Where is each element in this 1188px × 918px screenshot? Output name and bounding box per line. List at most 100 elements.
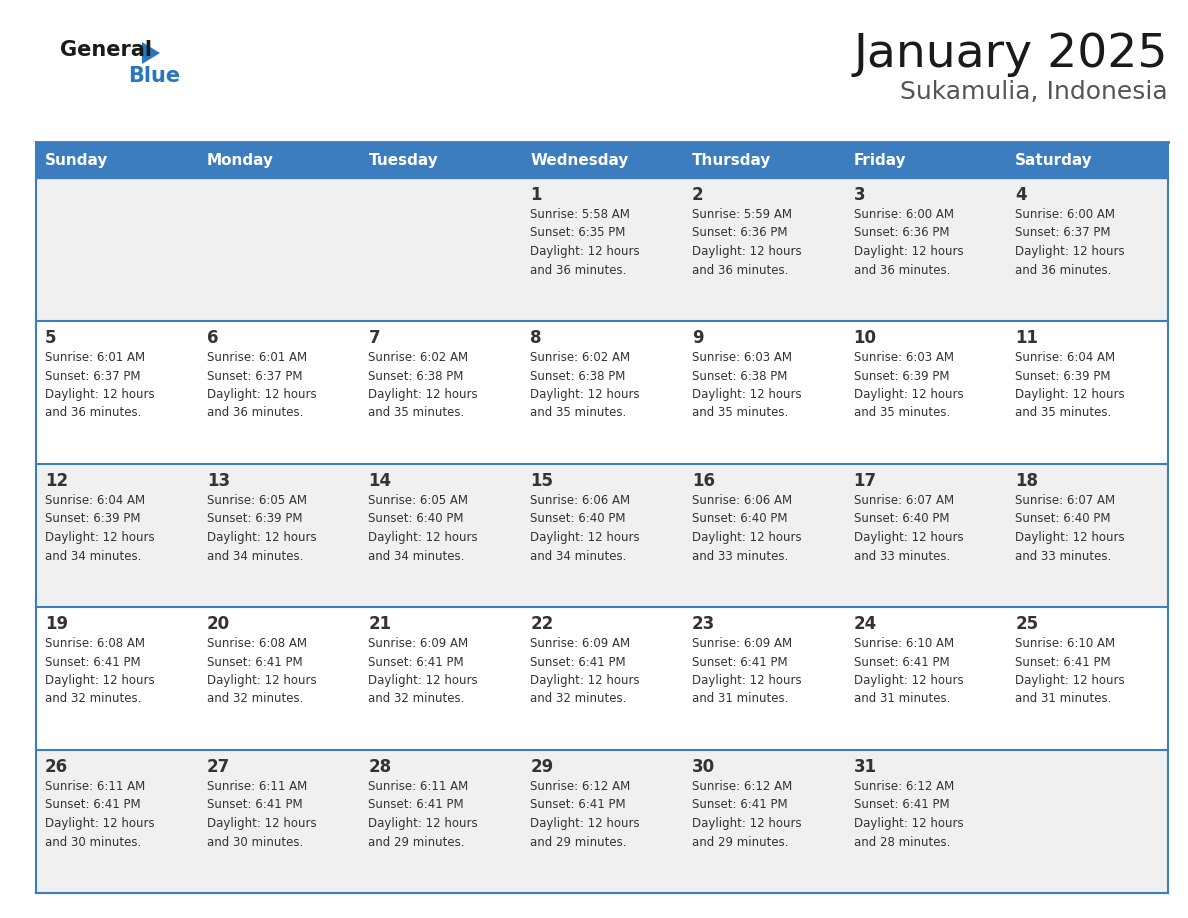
Bar xyxy=(1006,142,1168,178)
Bar xyxy=(197,142,360,178)
Bar xyxy=(360,750,522,893)
Text: Sunrise: 6:03 AM
Sunset: 6:38 PM
Daylight: 12 hours
and 35 minutes.: Sunrise: 6:03 AM Sunset: 6:38 PM Dayligh… xyxy=(691,351,802,420)
Text: 8: 8 xyxy=(530,329,542,347)
Bar xyxy=(683,750,845,893)
Text: 20: 20 xyxy=(207,615,229,633)
Bar xyxy=(360,607,522,750)
Text: Sunrise: 6:01 AM
Sunset: 6:37 PM
Daylight: 12 hours
and 36 minutes.: Sunrise: 6:01 AM Sunset: 6:37 PM Dayligh… xyxy=(207,351,316,420)
Text: Sunrise: 6:05 AM
Sunset: 6:39 PM
Daylight: 12 hours
and 34 minutes.: Sunrise: 6:05 AM Sunset: 6:39 PM Dayligh… xyxy=(207,494,316,563)
Text: 5: 5 xyxy=(45,329,57,347)
Polygon shape xyxy=(143,42,160,64)
Bar xyxy=(522,464,683,607)
Text: Sunrise: 6:09 AM
Sunset: 6:41 PM
Daylight: 12 hours
and 31 minutes.: Sunrise: 6:09 AM Sunset: 6:41 PM Dayligh… xyxy=(691,637,802,706)
Bar xyxy=(36,321,197,464)
Text: Tuesday: Tuesday xyxy=(368,152,438,167)
Text: 9: 9 xyxy=(691,329,703,347)
Text: Sunrise: 6:06 AM
Sunset: 6:40 PM
Daylight: 12 hours
and 33 minutes.: Sunrise: 6:06 AM Sunset: 6:40 PM Dayligh… xyxy=(691,494,802,563)
Text: 29: 29 xyxy=(530,758,554,776)
Bar xyxy=(522,607,683,750)
Text: 21: 21 xyxy=(368,615,392,633)
Text: Sunrise: 6:02 AM
Sunset: 6:38 PM
Daylight: 12 hours
and 35 minutes.: Sunrise: 6:02 AM Sunset: 6:38 PM Dayligh… xyxy=(530,351,640,420)
Bar xyxy=(845,178,1006,321)
Text: Wednesday: Wednesday xyxy=(530,152,628,167)
Text: Sunrise: 6:08 AM
Sunset: 6:41 PM
Daylight: 12 hours
and 32 minutes.: Sunrise: 6:08 AM Sunset: 6:41 PM Dayligh… xyxy=(207,637,316,706)
Text: Friday: Friday xyxy=(853,152,906,167)
Bar xyxy=(845,321,1006,464)
Text: Sunrise: 5:58 AM
Sunset: 6:35 PM
Daylight: 12 hours
and 36 minutes.: Sunrise: 5:58 AM Sunset: 6:35 PM Dayligh… xyxy=(530,208,640,276)
Text: Sunrise: 6:02 AM
Sunset: 6:38 PM
Daylight: 12 hours
and 35 minutes.: Sunrise: 6:02 AM Sunset: 6:38 PM Dayligh… xyxy=(368,351,478,420)
Bar xyxy=(36,464,197,607)
Bar xyxy=(845,464,1006,607)
Text: Sunrise: 6:10 AM
Sunset: 6:41 PM
Daylight: 12 hours
and 31 minutes.: Sunrise: 6:10 AM Sunset: 6:41 PM Dayligh… xyxy=(1016,637,1125,706)
Text: Sunrise: 6:04 AM
Sunset: 6:39 PM
Daylight: 12 hours
and 34 minutes.: Sunrise: 6:04 AM Sunset: 6:39 PM Dayligh… xyxy=(45,494,154,563)
Text: Sunrise: 6:11 AM
Sunset: 6:41 PM
Daylight: 12 hours
and 30 minutes.: Sunrise: 6:11 AM Sunset: 6:41 PM Dayligh… xyxy=(207,780,316,848)
Bar xyxy=(845,607,1006,750)
Text: 12: 12 xyxy=(45,472,68,490)
Bar xyxy=(36,142,197,178)
Text: 18: 18 xyxy=(1016,472,1038,490)
Text: Sunrise: 6:01 AM
Sunset: 6:37 PM
Daylight: 12 hours
and 36 minutes.: Sunrise: 6:01 AM Sunset: 6:37 PM Dayligh… xyxy=(45,351,154,420)
Text: 4: 4 xyxy=(1016,186,1026,204)
Bar xyxy=(36,178,197,321)
Text: 10: 10 xyxy=(853,329,877,347)
Text: Sunrise: 6:07 AM
Sunset: 6:40 PM
Daylight: 12 hours
and 33 minutes.: Sunrise: 6:07 AM Sunset: 6:40 PM Dayligh… xyxy=(1016,494,1125,563)
Text: Saturday: Saturday xyxy=(1016,152,1093,167)
Bar xyxy=(522,750,683,893)
Text: Sunrise: 6:04 AM
Sunset: 6:39 PM
Daylight: 12 hours
and 35 minutes.: Sunrise: 6:04 AM Sunset: 6:39 PM Dayligh… xyxy=(1016,351,1125,420)
Text: 14: 14 xyxy=(368,472,392,490)
Bar xyxy=(360,321,522,464)
Bar xyxy=(1006,607,1168,750)
Text: Sunrise: 6:06 AM
Sunset: 6:40 PM
Daylight: 12 hours
and 34 minutes.: Sunrise: 6:06 AM Sunset: 6:40 PM Dayligh… xyxy=(530,494,640,563)
Text: Sunrise: 6:09 AM
Sunset: 6:41 PM
Daylight: 12 hours
and 32 minutes.: Sunrise: 6:09 AM Sunset: 6:41 PM Dayligh… xyxy=(530,637,640,706)
Text: Sunrise: 6:07 AM
Sunset: 6:40 PM
Daylight: 12 hours
and 33 minutes.: Sunrise: 6:07 AM Sunset: 6:40 PM Dayligh… xyxy=(853,494,963,563)
Text: Sunrise: 6:10 AM
Sunset: 6:41 PM
Daylight: 12 hours
and 31 minutes.: Sunrise: 6:10 AM Sunset: 6:41 PM Dayligh… xyxy=(853,637,963,706)
Text: 22: 22 xyxy=(530,615,554,633)
Text: Sunday: Sunday xyxy=(45,152,108,167)
Text: Sunrise: 6:12 AM
Sunset: 6:41 PM
Daylight: 12 hours
and 29 minutes.: Sunrise: 6:12 AM Sunset: 6:41 PM Dayligh… xyxy=(691,780,802,848)
Text: 26: 26 xyxy=(45,758,68,776)
Text: 16: 16 xyxy=(691,472,715,490)
Text: 25: 25 xyxy=(1016,615,1038,633)
Text: Sunrise: 6:00 AM
Sunset: 6:36 PM
Daylight: 12 hours
and 36 minutes.: Sunrise: 6:00 AM Sunset: 6:36 PM Dayligh… xyxy=(853,208,963,276)
Text: Sunrise: 6:00 AM
Sunset: 6:37 PM
Daylight: 12 hours
and 36 minutes.: Sunrise: 6:00 AM Sunset: 6:37 PM Dayligh… xyxy=(1016,208,1125,276)
Text: Sunrise: 6:03 AM
Sunset: 6:39 PM
Daylight: 12 hours
and 35 minutes.: Sunrise: 6:03 AM Sunset: 6:39 PM Dayligh… xyxy=(853,351,963,420)
Bar xyxy=(360,142,522,178)
Bar xyxy=(1006,464,1168,607)
Bar xyxy=(683,142,845,178)
Bar xyxy=(683,178,845,321)
Text: 1: 1 xyxy=(530,186,542,204)
Bar xyxy=(197,607,360,750)
Bar xyxy=(197,321,360,464)
Bar xyxy=(522,142,683,178)
Text: Sunrise: 6:11 AM
Sunset: 6:41 PM
Daylight: 12 hours
and 29 minutes.: Sunrise: 6:11 AM Sunset: 6:41 PM Dayligh… xyxy=(368,780,478,848)
Text: Sunrise: 6:09 AM
Sunset: 6:41 PM
Daylight: 12 hours
and 32 minutes.: Sunrise: 6:09 AM Sunset: 6:41 PM Dayligh… xyxy=(368,637,478,706)
Text: 30: 30 xyxy=(691,758,715,776)
Bar xyxy=(683,607,845,750)
Text: 19: 19 xyxy=(45,615,68,633)
Text: 15: 15 xyxy=(530,472,554,490)
Bar xyxy=(1006,750,1168,893)
Text: Sunrise: 6:11 AM
Sunset: 6:41 PM
Daylight: 12 hours
and 30 minutes.: Sunrise: 6:11 AM Sunset: 6:41 PM Dayligh… xyxy=(45,780,154,848)
Bar xyxy=(360,464,522,607)
Bar xyxy=(36,607,197,750)
Bar xyxy=(522,178,683,321)
Text: 17: 17 xyxy=(853,472,877,490)
Text: Sunrise: 5:59 AM
Sunset: 6:36 PM
Daylight: 12 hours
and 36 minutes.: Sunrise: 5:59 AM Sunset: 6:36 PM Dayligh… xyxy=(691,208,802,276)
Bar xyxy=(845,750,1006,893)
Text: Monday: Monday xyxy=(207,152,273,167)
Text: Thursday: Thursday xyxy=(691,152,771,167)
Text: January 2025: January 2025 xyxy=(853,32,1168,77)
Bar xyxy=(1006,321,1168,464)
Bar xyxy=(36,750,197,893)
Text: Sunrise: 6:08 AM
Sunset: 6:41 PM
Daylight: 12 hours
and 32 minutes.: Sunrise: 6:08 AM Sunset: 6:41 PM Dayligh… xyxy=(45,637,154,706)
Text: Sunrise: 6:12 AM
Sunset: 6:41 PM
Daylight: 12 hours
and 28 minutes.: Sunrise: 6:12 AM Sunset: 6:41 PM Dayligh… xyxy=(853,780,963,848)
Bar xyxy=(683,464,845,607)
Bar xyxy=(845,142,1006,178)
Text: Sunrise: 6:12 AM
Sunset: 6:41 PM
Daylight: 12 hours
and 29 minutes.: Sunrise: 6:12 AM Sunset: 6:41 PM Dayligh… xyxy=(530,780,640,848)
Text: 13: 13 xyxy=(207,472,229,490)
Text: General: General xyxy=(61,40,152,60)
Text: 6: 6 xyxy=(207,329,219,347)
Text: 27: 27 xyxy=(207,758,230,776)
Text: Sukamulia, Indonesia: Sukamulia, Indonesia xyxy=(901,80,1168,104)
Bar xyxy=(197,178,360,321)
